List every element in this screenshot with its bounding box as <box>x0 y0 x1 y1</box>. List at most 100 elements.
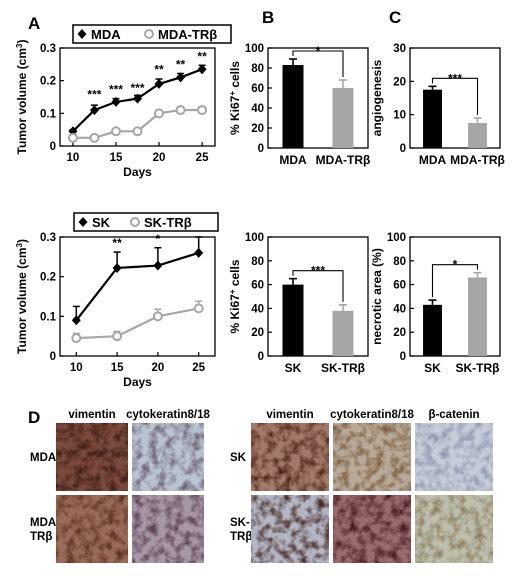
data-point <box>112 331 123 342</box>
tile-staining <box>415 423 493 491</box>
data-point <box>111 96 121 107</box>
micrograph-panel-left: vimentin cytokeratin8/18 MDA MDA- TRβ <box>30 409 210 563</box>
y-tick-label: 80 <box>251 63 264 75</box>
x-tick-label: 20 <box>153 152 166 164</box>
y-tick-label: 0.3 <box>40 43 56 55</box>
bar <box>332 310 354 356</box>
y-axis-label: Tumor volume (cm3) <box>15 239 30 354</box>
significance-label: *** <box>87 88 101 102</box>
series-trb <box>67 105 208 143</box>
series-line <box>76 307 199 340</box>
x-tick-label: 20 <box>151 362 164 374</box>
micrograph-tile <box>132 495 204 563</box>
bar <box>423 89 442 148</box>
y-axis-label-tail: ) <box>15 40 29 44</box>
legend-marker-trb <box>130 217 140 227</box>
series-trb <box>71 300 204 344</box>
panel-letter-d: D <box>28 408 40 427</box>
bar <box>282 65 304 148</box>
panel-letter-a: A <box>28 14 40 33</box>
category-label: SK <box>424 361 441 375</box>
y-tick-label: 100 <box>387 232 406 244</box>
row-label: SK <box>230 452 247 464</box>
y-axis-label-tail: ) <box>15 239 29 243</box>
data-point <box>67 132 78 143</box>
y-tick-label: 0.2 <box>40 272 56 284</box>
plot-frame <box>267 47 369 149</box>
tile-staining <box>56 423 128 491</box>
tile-staining <box>132 495 204 563</box>
y-tick-label: 60 <box>393 280 406 292</box>
legend-marker-control <box>77 29 87 39</box>
data-point <box>112 262 122 273</box>
micrograph-tile <box>56 495 128 563</box>
data-point <box>154 78 164 89</box>
data-point <box>153 260 163 271</box>
y-tick-label: 80 <box>393 256 406 268</box>
significance-label: ** <box>176 58 186 72</box>
significance-label: *** <box>130 81 144 95</box>
y-tick-label: 0 <box>50 351 56 363</box>
category-label: SK-TRβ <box>321 361 365 375</box>
angiogenesis-chart: 0 10 20 30 angiogenesis MDA MDA-TRβ *** <box>370 43 505 167</box>
series-control <box>71 236 204 326</box>
significance-label: *** <box>448 71 462 85</box>
y-axis-label-sup: 3 <box>15 242 24 247</box>
column-label: cytokeratin8/18 <box>126 409 210 421</box>
row-label: SK- <box>230 517 250 529</box>
column-label: vimentin <box>68 409 115 421</box>
y-axis-label-sup: + <box>228 289 237 294</box>
y-axis-label-tail: cells <box>228 61 242 91</box>
data-point <box>71 315 81 326</box>
y-axis-label: Tumor volume (cm3) <box>15 40 30 155</box>
panel-letter-b: B <box>262 8 274 27</box>
plot-frame <box>409 47 501 149</box>
data-point <box>71 333 82 344</box>
y-tick-label: 40 <box>393 303 406 315</box>
significance-bracket <box>431 77 479 115</box>
plot-frame <box>59 236 216 357</box>
x-axis-label: Days <box>123 165 152 179</box>
legend-label-trb: SK-TRβ <box>144 215 192 230</box>
data-point <box>175 105 186 116</box>
tile-staining <box>333 495 411 563</box>
legend-label-control: MDA <box>91 27 121 42</box>
y-tick-label: 30 <box>393 43 406 55</box>
plot-frame <box>409 236 501 357</box>
row-label: TRβ <box>230 531 252 543</box>
tile-staining <box>251 423 329 491</box>
y-axis-label-tail: cells <box>228 259 242 289</box>
y-tick-label: 40 <box>251 303 264 315</box>
tile-staining <box>251 495 329 563</box>
significance-label: ** <box>112 236 122 250</box>
y-axis-label: angiogenesis <box>370 59 384 136</box>
plot-frame <box>267 236 369 357</box>
y-tick-label: 0 <box>258 143 264 155</box>
tumor-volume-sk-chart: 0 0.1 0.2 0.3 10 15 20 25 Days Tumor volume (cm3)… <box>15 212 219 389</box>
x-axis-label: Days <box>123 375 152 389</box>
row-label: MDA- <box>30 517 60 529</box>
significance-label: *** <box>311 264 325 278</box>
data-point <box>193 303 204 314</box>
plot-frame <box>59 47 216 147</box>
data-point <box>176 72 186 83</box>
bar <box>332 88 354 148</box>
x-tick-label: 25 <box>196 152 209 164</box>
ki67-mda-chart: 0 20 40 60 80 100% Ki67+ cells MDA MDA-TRβ * <box>228 43 371 167</box>
row-label: TRβ <box>30 531 52 543</box>
y-tick-label: 60 <box>251 280 264 292</box>
y-tick-label: 100 <box>245 43 264 55</box>
x-tick-label: 10 <box>67 152 80 164</box>
y-tick-label: 0.1 <box>40 108 57 120</box>
significance-label: * <box>156 232 161 246</box>
y-tick-label: 0.3 <box>40 232 56 244</box>
y-tick-label: 40 <box>251 103 264 115</box>
x-tick-label: 15 <box>111 362 124 374</box>
bar <box>468 123 487 148</box>
y-axis-label-sup: 3 <box>15 43 24 48</box>
panel-letter-c: C <box>389 8 401 27</box>
row-label: MDA <box>30 452 56 464</box>
y-tick-label: 0.2 <box>40 76 56 88</box>
